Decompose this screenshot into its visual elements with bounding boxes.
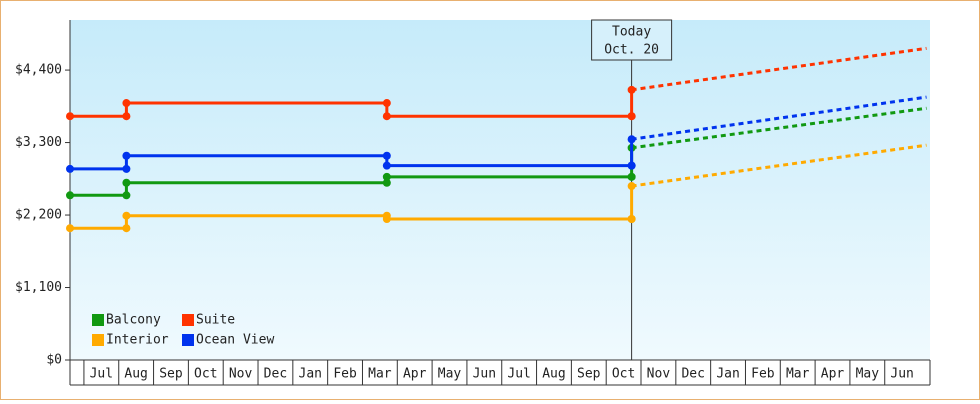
x-tick-label: Dec	[264, 367, 287, 382]
y-tick-label: $3,300	[15, 135, 62, 150]
point-marker	[382, 112, 391, 121]
x-tick-label: Jul	[507, 367, 530, 382]
x-tick-label: Apr	[403, 367, 427, 382]
point-marker	[122, 151, 131, 160]
corner-marker	[122, 224, 131, 233]
today-label: Oct. 20	[604, 43, 659, 58]
point-marker	[627, 214, 636, 223]
corner-marker	[122, 191, 131, 200]
x-tick-label: Aug	[124, 367, 147, 382]
forecast-marker	[627, 182, 636, 191]
x-tick-label: Nov	[229, 367, 253, 382]
corner-marker	[122, 164, 131, 173]
x-tick-label: Jan	[716, 367, 739, 382]
x-tick-label: May	[438, 367, 462, 382]
forecast-line	[631, 106, 927, 150]
point-marker	[627, 161, 636, 170]
today-box	[591, 19, 673, 61]
x-tick-label: Oct	[194, 367, 217, 382]
point-marker	[627, 172, 636, 181]
x-tick-label: Nov	[647, 367, 671, 382]
y-tick-label: $0	[46, 353, 62, 368]
x-tick-label: Dec	[681, 367, 704, 382]
point-marker	[122, 99, 131, 108]
x-tick-label: May	[856, 367, 880, 382]
x-tick-label: Jun	[890, 367, 913, 382]
point-marker	[382, 172, 391, 181]
legend-swatch	[182, 314, 194, 326]
y-tick-label: $4,400	[15, 63, 62, 78]
legend-label: Suite	[196, 313, 235, 328]
y-tick-label: $1,100	[15, 280, 62, 295]
x-tick-label: Oct	[612, 367, 635, 382]
corner-marker	[382, 99, 391, 108]
x-tick-label: Aug	[542, 367, 565, 382]
x-tick-label: Sep	[159, 367, 183, 382]
plot-area	[70, 20, 930, 360]
x-tick-label: Feb	[333, 367, 357, 382]
point-marker	[122, 211, 131, 220]
x-tick-label: Mar	[368, 367, 392, 382]
forecast-marker	[627, 85, 636, 94]
point-marker	[66, 224, 74, 233]
x-tick-label: Mar	[786, 367, 810, 382]
legend-label: Ocean View	[196, 333, 274, 348]
point-marker	[66, 191, 74, 200]
legend-swatch	[182, 334, 194, 346]
x-tick-label: Jan	[299, 367, 322, 382]
corner-marker	[382, 178, 391, 187]
point-marker	[627, 112, 636, 121]
x-tick-label: Jul	[90, 367, 113, 382]
point-marker	[382, 214, 391, 223]
today-label: Today	[612, 25, 651, 40]
forecast-line	[631, 143, 927, 188]
forecast-line	[631, 95, 927, 141]
point-marker	[66, 112, 74, 121]
x-tick-label: Jun	[473, 367, 496, 382]
legend-swatch	[92, 334, 104, 346]
legend-label: Interior	[106, 333, 169, 348]
forecast-marker	[627, 135, 636, 144]
corner-marker	[122, 112, 131, 121]
point-marker	[382, 161, 391, 170]
corner-marker	[382, 151, 391, 160]
y-tick-label: $2,200	[15, 208, 62, 223]
x-tick-label: Sep	[577, 367, 601, 382]
forecast-line	[631, 46, 927, 92]
legend-swatch	[92, 314, 104, 326]
point-marker	[66, 164, 74, 173]
x-tick-label: Feb	[751, 367, 775, 382]
legend-label: Balcony	[106, 313, 161, 328]
x-tick-label: Apr	[821, 367, 845, 382]
point-marker	[122, 178, 131, 187]
